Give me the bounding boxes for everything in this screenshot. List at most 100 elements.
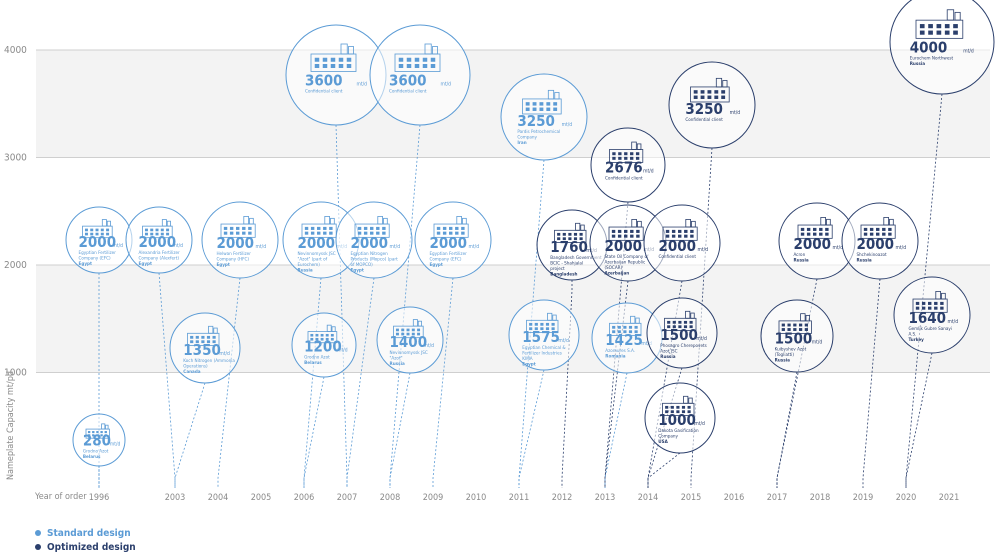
- bubble-circle: [500, 73, 588, 161]
- factory-chimney: [685, 310, 691, 319]
- factory-window: [681, 410, 686, 414]
- factory-window: [330, 64, 336, 68]
- factory-chimney: [324, 216, 330, 225]
- drop-line-2009-2000: [432, 277, 454, 488]
- x-axis-label: Year of order: [34, 492, 87, 502]
- country-label: Egypt: [216, 262, 229, 268]
- factory-window: [395, 332, 399, 336]
- value-label: 2000: [216, 234, 254, 252]
- unit-label: mt/d: [390, 244, 401, 250]
- factory-window: [406, 332, 410, 336]
- x-tick-2021: 2021: [939, 493, 960, 503]
- factory-chimney: [941, 292, 946, 300]
- country-label: Russia: [390, 361, 405, 367]
- factory-window: [678, 229, 682, 233]
- factory-window: [144, 232, 148, 236]
- country-label: Egypt: [429, 262, 442, 268]
- factory-window: [206, 335, 211, 339]
- unit-label: mt/d: [172, 243, 183, 249]
- factory-window: [636, 234, 640, 238]
- factory-window: [919, 30, 925, 35]
- factory-window: [562, 237, 566, 241]
- factory-window: [414, 57, 420, 62]
- factory-window: [201, 335, 205, 339]
- factory-window: [928, 301, 932, 305]
- bubble-circle: [646, 297, 718, 369]
- country-label: Russia: [910, 61, 925, 67]
- factory-body: [778, 320, 812, 334]
- client-label: Kuibyshev Azot: [775, 346, 807, 352]
- factory-chimney: [105, 424, 109, 430]
- factory-window: [104, 431, 107, 434]
- factory-window: [529, 327, 533, 331]
- x-tick-2020: 2020: [896, 493, 917, 503]
- value-label: 2000: [429, 234, 467, 252]
- country-label: Bangladesh: [550, 272, 577, 278]
- factory-window: [687, 410, 691, 414]
- factory-chimney: [462, 217, 467, 225]
- factory-window: [338, 57, 344, 62]
- factory-window: [357, 231, 362, 235]
- factory-window: [678, 320, 682, 324]
- x-tick-2012: 2012: [552, 493, 573, 503]
- factory-window: [357, 226, 362, 230]
- factory-chimney: [547, 312, 553, 321]
- factory-window: [317, 231, 321, 235]
- client-label: Nevinnomyssk JSC: [297, 251, 335, 257]
- factory-window: [422, 64, 428, 68]
- factory-chimney: [889, 218, 894, 226]
- factory-window: [825, 232, 829, 236]
- factory-body: [82, 225, 113, 239]
- factory-window: [876, 232, 880, 236]
- factory-window: [401, 332, 405, 336]
- unit-label: mt/d: [963, 49, 974, 55]
- factory-window: [623, 325, 627, 329]
- bubble-circle: [72, 413, 126, 467]
- x-tick-2010: 2010: [466, 493, 487, 503]
- factory-body: [912, 298, 948, 313]
- value-label: 4000: [910, 39, 948, 57]
- drop-line-2008-1400: [389, 372, 411, 488]
- factory-window: [693, 95, 698, 99]
- data-point: 3600 mt/d Confidential client: [285, 24, 387, 126]
- factory-chimney: [580, 224, 585, 231]
- client-label: Helwan Fertilizer: [216, 251, 251, 257]
- factory-window: [630, 152, 634, 156]
- factory-window: [804, 328, 808, 331]
- factory-window: [617, 234, 622, 238]
- factory-window: [325, 333, 329, 337]
- client-label: Confidential client: [389, 88, 427, 94]
- value-label: 280: [83, 431, 111, 449]
- value-label: 3250: [517, 112, 555, 130]
- factory-window: [100, 232, 104, 236]
- value-label: 2000: [604, 237, 642, 255]
- factory-chimney: [631, 219, 637, 228]
- factory-window: [944, 30, 950, 35]
- factory-chimney: [377, 216, 383, 225]
- factory-window: [936, 30, 942, 35]
- factory-chimney: [685, 219, 691, 228]
- factory-body: [522, 98, 562, 115]
- client-label: Pardis Petrochemical: [517, 129, 560, 135]
- factory-chimney: [383, 217, 388, 225]
- client-label: Fertilizer Industries: [522, 351, 562, 357]
- factory-chimney: [631, 141, 637, 150]
- factory-window: [670, 410, 674, 414]
- bubble-circle: [590, 127, 666, 203]
- factory-chimney: [935, 291, 941, 300]
- value-label: 2000: [856, 235, 894, 253]
- factory-window: [551, 322, 555, 326]
- factory-window: [325, 337, 329, 341]
- factory-window: [687, 405, 691, 409]
- factory-chimney: [208, 325, 214, 334]
- factory-window: [160, 228, 164, 232]
- factory-window: [201, 340, 205, 344]
- client-label: Products (Mopco) (part: [350, 256, 398, 262]
- factory-window: [882, 227, 886, 231]
